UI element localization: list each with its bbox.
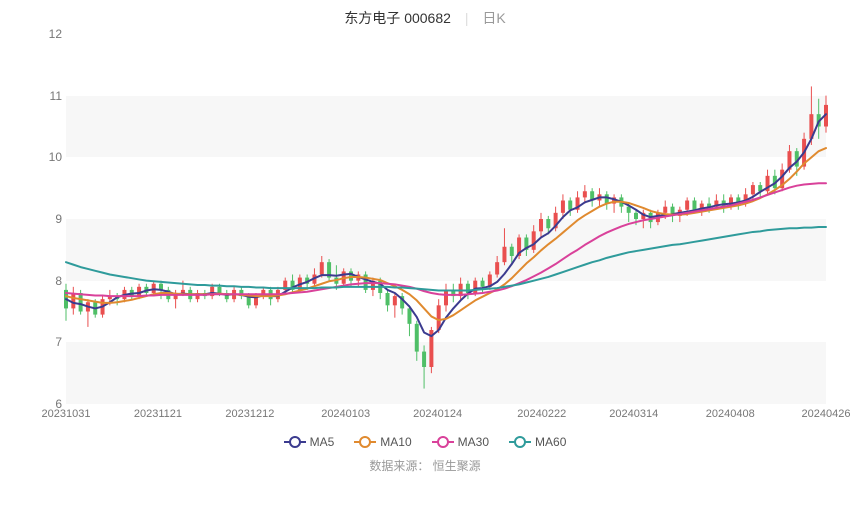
legend: MA5 MA10 MA30 MA60 <box>0 424 850 451</box>
legend-marker <box>432 441 454 443</box>
title-code: 000682 <box>404 10 451 26</box>
plot-area <box>66 34 826 404</box>
x-axis-label: 20231121 <box>134 408 182 420</box>
legend-item[interactable]: MA10 <box>354 435 411 449</box>
source-name: 恒生聚源 <box>433 459 481 473</box>
chart-area: 6789101112202310312023112120231212202401… <box>20 34 830 424</box>
x-axis-label: 20240426 <box>802 408 850 420</box>
chart-title: 东方电子 000682 | 日K <box>0 0 850 34</box>
source-label: 数据来源： <box>369 459 429 473</box>
x-axis-label: 20240103 <box>321 408 370 420</box>
x-axis-label: 20231212 <box>225 408 274 420</box>
title-divider: | <box>465 10 469 26</box>
legend-label: MA10 <box>380 435 411 449</box>
x-axis-label: 20231031 <box>42 408 91 420</box>
x-axis-label: 20240314 <box>609 408 658 420</box>
y-axis-label: 9 <box>55 212 62 226</box>
y-axis-label: 12 <box>49 27 62 41</box>
y-axis-label: 8 <box>55 274 62 288</box>
title-period: 日K <box>482 10 505 26</box>
legend-label: MA30 <box>458 435 489 449</box>
chart-container: 东方电子 000682 | 日K 67891011122023103120231… <box>0 0 850 517</box>
data-source: 数据来源： 恒生聚源 <box>0 451 850 474</box>
y-axis-label: 10 <box>49 150 62 164</box>
legend-marker <box>509 441 531 443</box>
legend-marker <box>284 441 306 443</box>
legend-label: MA5 <box>310 435 335 449</box>
x-axis-label: 20240124 <box>413 408 462 420</box>
y-axis-label: 7 <box>55 335 62 349</box>
legend-item[interactable]: MA5 <box>284 435 335 449</box>
title-name: 东方电子 <box>344 10 400 26</box>
x-axis-label: 20240408 <box>706 408 755 420</box>
x-axis-label: 20240222 <box>517 408 566 420</box>
chart-svg <box>66 34 826 404</box>
legend-item[interactable]: MA30 <box>432 435 489 449</box>
legend-item[interactable]: MA60 <box>509 435 566 449</box>
legend-label: MA60 <box>535 435 566 449</box>
legend-marker <box>354 441 376 443</box>
y-axis-label: 11 <box>50 89 62 103</box>
